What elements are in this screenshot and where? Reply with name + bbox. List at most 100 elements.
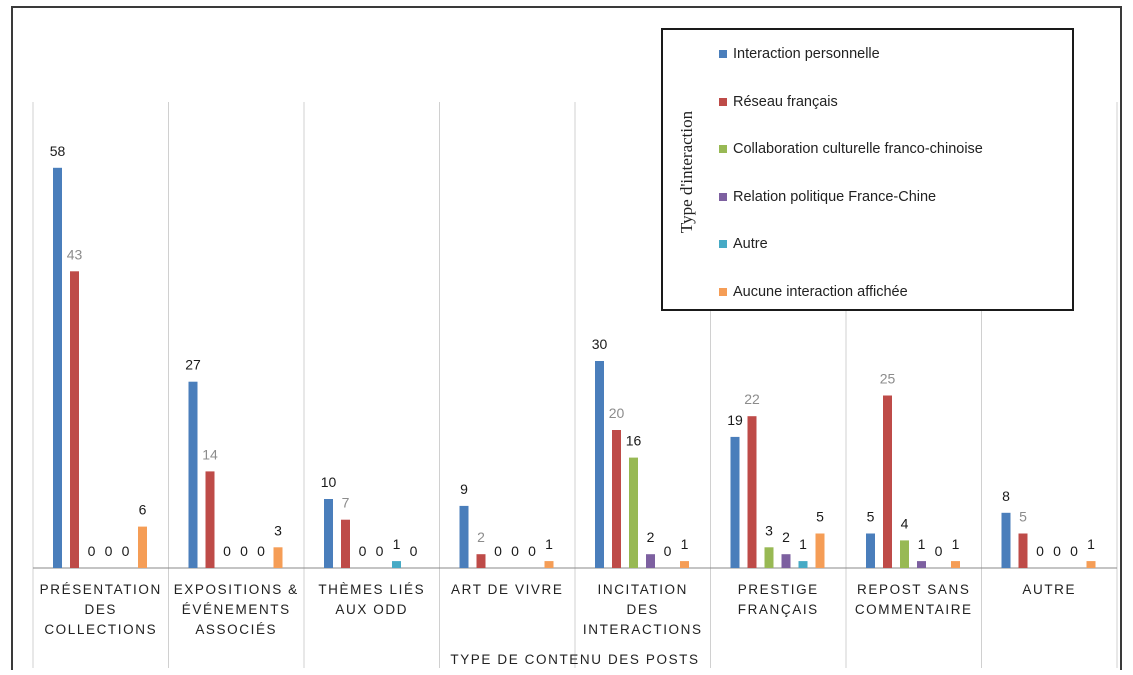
data-label: 4 <box>901 515 909 531</box>
data-label: 1 <box>918 536 926 552</box>
category-label: COMMENTAIRE <box>855 602 973 617</box>
bar <box>781 554 791 568</box>
legend-title: Type d'interaction <box>677 110 696 234</box>
bar <box>544 561 554 568</box>
category-label: ÉVÉNEMENTS <box>182 602 291 617</box>
category-label: COLLECTIONS <box>44 622 157 637</box>
legend-swatch <box>719 240 727 248</box>
legend-entry: Interaction personnelle <box>719 44 880 64</box>
bar <box>680 561 689 568</box>
category-label: ASSOCIÉS <box>195 622 277 637</box>
legend-label: Aucune interaction affichée <box>733 283 908 300</box>
data-label: 0 <box>664 543 672 559</box>
data-label: 0 <box>223 543 231 559</box>
data-label: 7 <box>342 495 350 511</box>
category-label: EXPOSITIONS & <box>174 582 299 597</box>
data-label: 0 <box>257 543 265 559</box>
data-label: 0 <box>376 543 384 559</box>
category-label: PRESTIGE <box>738 582 819 597</box>
chart-frame <box>11 6 1122 670</box>
category-label: DES <box>626 602 659 617</box>
data-label: 1 <box>799 536 807 552</box>
bar <box>476 554 486 568</box>
data-label: 0 <box>494 543 502 559</box>
legend-label: Relation politique France-Chine <box>733 188 937 205</box>
legend-swatch <box>719 97 727 106</box>
legend-swatch <box>719 145 727 153</box>
data-label: 1 <box>1087 536 1095 552</box>
data-label: 0 <box>240 543 248 559</box>
category-label: AUX ODD <box>335 602 408 617</box>
data-label: 9 <box>460 481 468 497</box>
data-label: 3 <box>765 522 773 538</box>
bar <box>730 436 740 568</box>
bar <box>951 561 960 568</box>
data-label: 0 <box>410 543 418 559</box>
bar <box>273 547 283 568</box>
data-label: 0 <box>105 543 113 559</box>
legend: Type d'interaction Interaction personnel… <box>661 28 1074 311</box>
data-label: 2 <box>647 529 655 545</box>
category-label: PRÉSENTATION <box>40 582 162 597</box>
bar <box>1086 561 1096 568</box>
bar <box>900 540 909 568</box>
bar <box>1001 512 1011 568</box>
data-label: 58 <box>50 143 66 159</box>
legend-swatch <box>719 50 727 58</box>
data-label: 6 <box>139 502 147 518</box>
legend-entry: Autre <box>719 234 768 254</box>
data-label: 5 <box>1019 509 1027 525</box>
legend-swatch <box>719 192 727 201</box>
bar <box>392 561 401 568</box>
category-label: INCITATION <box>598 582 689 597</box>
data-label: 19 <box>727 412 743 428</box>
legend-entry: Relation politique France-Chine <box>719 187 936 207</box>
data-label: 27 <box>185 357 201 373</box>
data-label: 0 <box>511 543 519 559</box>
data-label: 22 <box>744 391 760 407</box>
bar <box>459 505 469 568</box>
x-axis-title: TYPE DE CONTENU DES POSTS <box>450 652 699 667</box>
data-label: 0 <box>88 543 96 559</box>
bar <box>188 381 198 568</box>
data-label: 8 <box>1002 488 1010 504</box>
bar <box>70 271 79 568</box>
category-label: INTERACTIONS <box>583 622 703 637</box>
category-label: FRANÇAIS <box>738 602 819 617</box>
data-label: 43 <box>67 246 83 262</box>
data-label: 14 <box>202 446 218 462</box>
data-label: 1 <box>681 536 689 552</box>
legend-label: Réseau français <box>733 93 838 110</box>
bar <box>324 499 333 568</box>
category-label: AUTRE <box>1022 582 1076 597</box>
bar <box>612 430 621 568</box>
category-label: ART DE VIVRE <box>451 582 563 597</box>
data-label: 2 <box>477 529 485 545</box>
bar <box>646 554 655 568</box>
bar <box>138 526 147 568</box>
data-label: 10 <box>321 474 337 490</box>
data-label: 20 <box>609 405 625 421</box>
legend-label: Collaboration culturelle franco-chinoise <box>733 141 983 157</box>
bar <box>595 361 604 568</box>
bar <box>1018 533 1028 568</box>
data-label: 0 <box>528 543 536 559</box>
bar <box>815 533 825 568</box>
legend-label: Interaction personnelle <box>733 46 880 62</box>
data-label: 30 <box>592 336 608 352</box>
category-label: REPOST SANS <box>857 582 970 597</box>
data-label: 1 <box>393 536 401 552</box>
bar <box>764 547 774 568</box>
bar <box>747 416 757 568</box>
data-label: 0 <box>1036 543 1044 559</box>
legend-label: Autre <box>733 236 768 252</box>
category-label: DES <box>84 602 117 617</box>
data-label: 1 <box>952 536 960 552</box>
legend-entry: Collaboration culturelle franco-chinoise <box>719 139 983 159</box>
data-label: 1 <box>545 536 553 552</box>
category-label: THÈMES LIÉS <box>318 582 425 597</box>
bar <box>629 457 638 568</box>
data-label: 5 <box>816 509 824 525</box>
bar <box>205 471 215 568</box>
data-label: 5 <box>867 509 875 525</box>
